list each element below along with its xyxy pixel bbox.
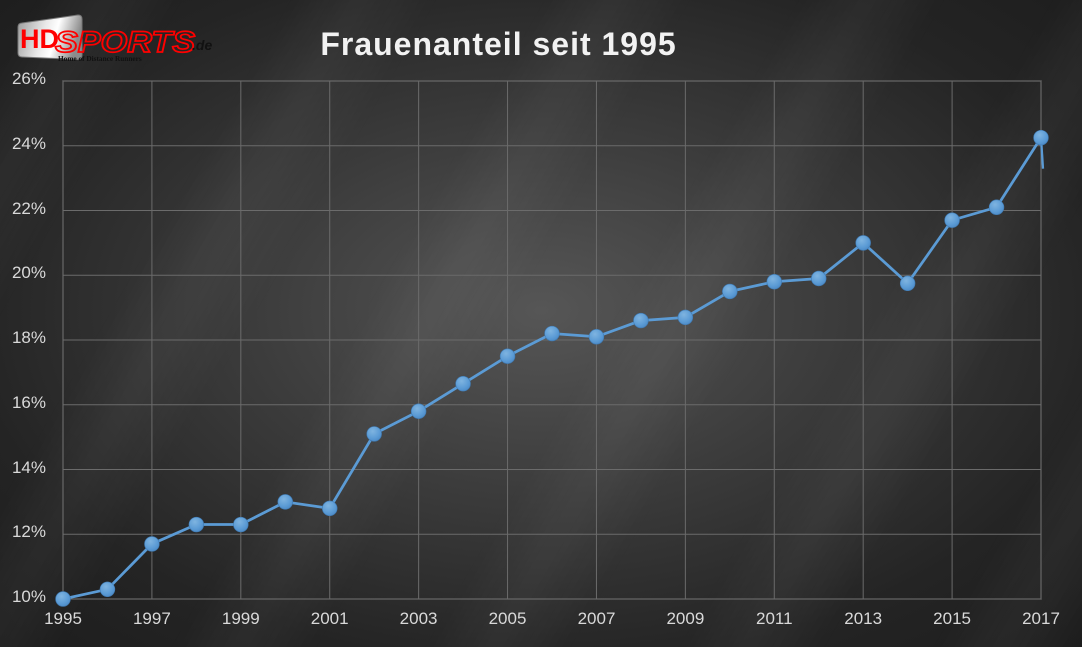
svg-text:Home of Distance Runners: Home of Distance Runners: [58, 54, 142, 63]
svg-text:.de: .de: [192, 37, 212, 53]
svg-text:HD: HD: [20, 24, 59, 54]
